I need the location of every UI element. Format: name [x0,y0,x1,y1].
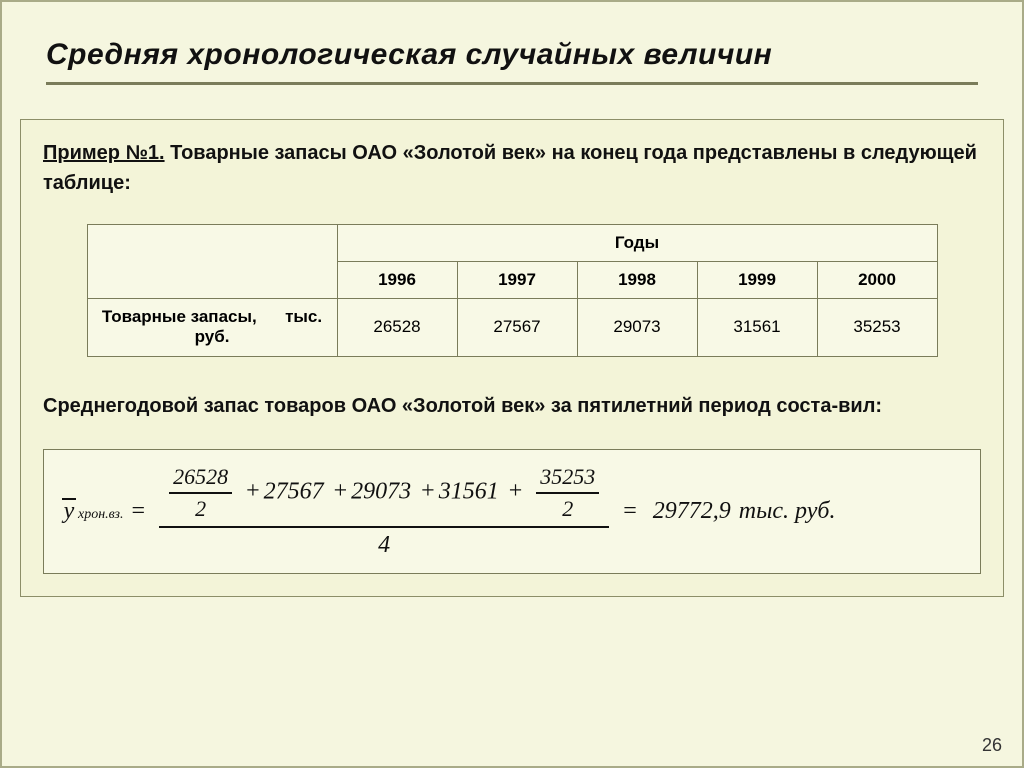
mid-term: 31561 [439,478,499,504]
mid-term: 27567 [264,478,324,504]
value-cell: 31561 [697,299,817,357]
years-header: Годы [337,225,937,262]
example-intro-text: Товарные запасы ОАО «Золотой век» на кон… [43,142,977,194]
mid-term: 29073 [351,478,411,504]
formula-subscript: хрон.вз. [78,507,124,523]
table-empty-header [87,225,337,299]
formula-result: 29772,9 [653,498,731,525]
year-cell: 1997 [457,262,577,299]
example-label: Пример №1. [43,142,165,164]
year-cell: 1998 [577,262,697,299]
data-table: Годы 1996 1997 1998 1999 2000 Товарные з… [87,224,938,357]
first-half-num: 26528 [169,464,232,490]
value-cell: 26528 [337,299,457,357]
last-half-den: 2 [558,496,577,522]
formula-symbol: y [64,498,75,525]
year-cell: 2000 [817,262,937,299]
value-cell: 29073 [577,299,697,357]
table-row: Годы [87,225,937,262]
equals-sign: = [623,498,637,525]
title-section: Средняя хронологическая случайных величи… [2,2,1022,99]
slide-title: Средняя хронологическая случайных величи… [46,38,978,72]
first-half-fraction: 26528 2 [169,464,232,522]
formula-box: y хрон.вз. = 26528 2 +27567 +29073 +3156… [43,449,981,574]
example-intro: Пример №1. Товарные запасы ОАО «Золотой … [43,138,981,198]
page-number: 26 [982,735,1002,756]
row-label-line1: Товарные запасы, [102,307,257,326]
last-half-num: 35253 [536,464,599,490]
fraction-denominator: 4 [372,532,396,559]
row-label: Товарные запасы, тыс. руб. [87,299,337,357]
equals-sign: = [132,498,146,525]
value-cell: 35253 [817,299,937,357]
title-underline [46,82,978,85]
main-fraction: 26528 2 +27567 +29073 +31561 + 35253 2 4 [159,464,609,559]
first-half-den: 2 [191,496,210,522]
value-cell: 27567 [457,299,577,357]
year-cell: 1996 [337,262,457,299]
table-row: Товарные запасы, тыс. руб. 26528 27567 2… [87,299,937,357]
content-panel: Пример №1. Товарные запасы ОАО «Золотой … [20,119,1004,597]
description-text: Среднегодовой запас товаров ОАО «Золотой… [43,391,981,421]
year-cell: 1999 [697,262,817,299]
fraction-numerator: 26528 2 +27567 +29073 +31561 + 35253 2 [159,464,609,522]
formula-unit: тыс. руб. [739,498,836,525]
last-half-fraction: 35253 2 [536,464,599,522]
y-bar-symbol: y [62,498,76,525]
